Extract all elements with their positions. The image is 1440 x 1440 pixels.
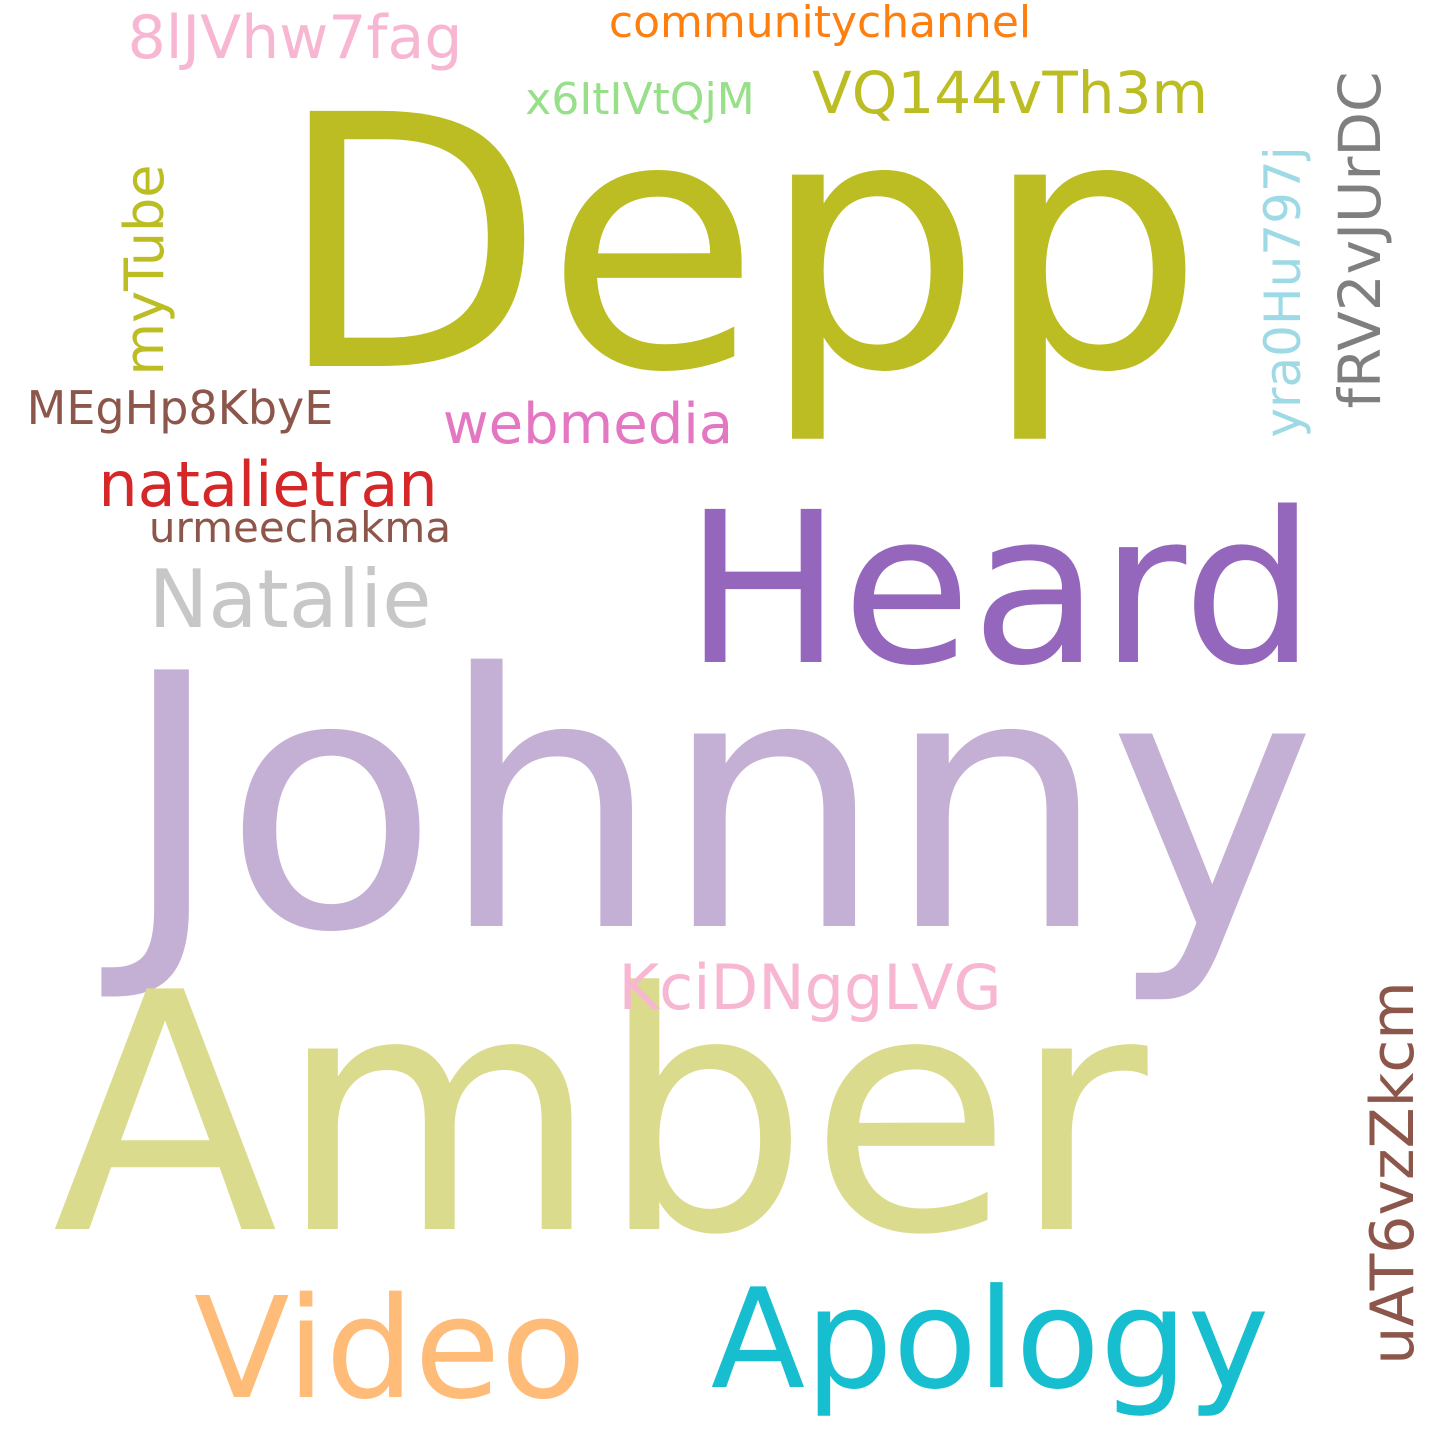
word-apology: Apology — [710, 1259, 1270, 1420]
word-yra0hu797j: yra0Hu797j — [1254, 146, 1312, 438]
word-natalietran: natalietran — [98, 448, 438, 521]
word-depp: Depp — [275, 41, 1205, 449]
word-uat6vzzkcm: uAT6vzZkcm — [1358, 981, 1428, 1365]
word-mytube: myTube — [113, 164, 176, 376]
word-heard: Heard — [684, 467, 1316, 712]
word-communitychannel: communitychannel — [608, 0, 1032, 48]
word-x6itivtqjm: x6ItIVtQjM — [525, 74, 755, 125]
word-webmedia: webmedia — [442, 392, 734, 457]
word-frv2vjurdc: fRV2vJUrDC — [1326, 71, 1394, 409]
word-megh: MEgHp8KbyE — [26, 381, 334, 435]
word-kcidngglvg: KciDNggLVG — [618, 951, 1002, 1024]
word-natalie: Natalie — [148, 553, 432, 646]
word-8ljvhw7fag: 8lJVhw7fag — [127, 3, 463, 73]
word-johnny: Johnny — [119, 600, 1317, 1010]
word-urmeechakma: urmeechakma — [148, 503, 452, 552]
word-amber: Amber — [52, 923, 1148, 1307]
word-video: Video — [193, 1268, 587, 1431]
word-vq144vth3m: VQ144vTh3m — [812, 59, 1208, 127]
